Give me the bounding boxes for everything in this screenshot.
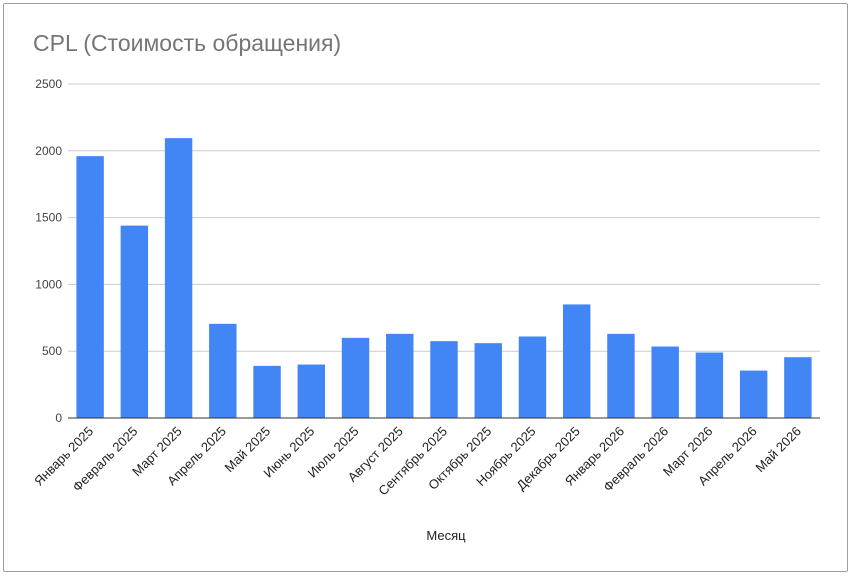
- x-axis-title: Месяц: [426, 528, 466, 543]
- y-axis-ticks: 0 500 1000 1500 2000 2500: [35, 77, 62, 425]
- bar: [341, 337, 370, 418]
- bar: [164, 138, 193, 418]
- bar: [76, 156, 104, 419]
- bar: [430, 341, 458, 418]
- bar: [209, 323, 237, 418]
- bar: [739, 370, 768, 418]
- bar: [562, 304, 591, 418]
- bar: [607, 333, 635, 418]
- bar: [297, 364, 326, 418]
- bar: [695, 352, 724, 418]
- y-tick-label: 2500: [35, 77, 62, 91]
- bar: [120, 225, 149, 418]
- y-tick-label: 500: [42, 344, 62, 358]
- x-tick-label: Май 2026: [752, 424, 804, 476]
- bars: [76, 138, 812, 419]
- bar: [518, 336, 547, 418]
- bar: [386, 333, 414, 418]
- bar: [784, 357, 812, 418]
- y-tick-label: 1500: [35, 211, 62, 225]
- y-tick-label: 1000: [35, 277, 62, 291]
- bar: [651, 346, 679, 418]
- bar: [253, 365, 281, 418]
- bar: [474, 343, 502, 418]
- gridlines: [68, 83, 820, 352]
- y-tick-label: 0: [55, 411, 62, 425]
- chart-title: CPL (Стоимость обращения): [33, 30, 342, 56]
- y-tick-label: 2000: [35, 144, 62, 158]
